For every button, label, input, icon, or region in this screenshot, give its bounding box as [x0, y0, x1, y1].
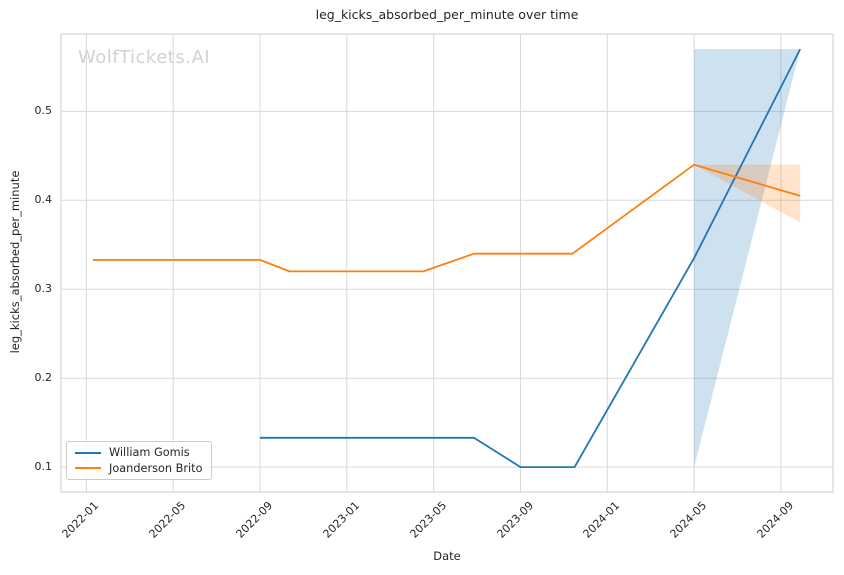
y-tick-label: 0.3: [34, 282, 53, 296]
legend-label: William Gomis: [109, 446, 190, 460]
chart-title: leg_kicks_absorbed_per_minute over time: [315, 7, 579, 22]
series-line-william-gomis: [260, 48, 802, 468]
y-tick-label: 0.4: [34, 193, 53, 207]
legend-line-swatch-blue: [75, 451, 101, 454]
confidence-band-joanderson-brito: [694, 164, 801, 223]
x-axis-label: Date: [433, 549, 461, 563]
y-tick-label: 0.2: [34, 371, 53, 385]
y-axis-label: leg_kicks_absorbed_per_minute: [8, 170, 22, 354]
legend-label: Joanderson Brito: [109, 461, 203, 475]
y-tick-label: 0.5: [34, 104, 53, 118]
legend-item-william-gomis: William Gomis: [75, 446, 203, 459]
legend-item-joanderson-brito: Joanderson Brito: [75, 462, 203, 475]
series-line-joanderson-brito: [92, 163, 801, 273]
watermark: WolfTickets.AI: [78, 47, 211, 68]
y-tick-label: 0.1: [34, 460, 53, 474]
confidence-band-william-gomis: [694, 49, 801, 468]
legend-line-swatch-orange: [75, 467, 101, 470]
legend: William Gomis Joanderson Brito: [66, 441, 212, 480]
plot-border: [60, 33, 834, 493]
